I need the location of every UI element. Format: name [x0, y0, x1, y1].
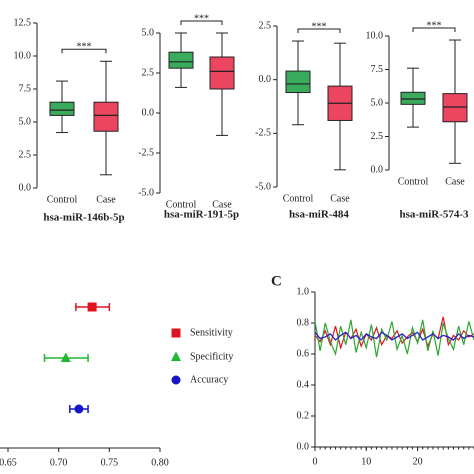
significance: *** — [427, 20, 442, 31]
legend-marker — [171, 351, 181, 361]
y-tick-label: -2.5 — [255, 128, 271, 139]
y-tick-label: -5.0 — [255, 181, 271, 192]
y-tick-label: 2.5 — [19, 149, 32, 160]
significance-bracket — [297, 28, 341, 34]
y-tick-label: 0.4 — [297, 379, 310, 390]
y-tick-label: 5.0 — [371, 97, 384, 108]
x-tick-label: Case — [212, 199, 232, 210]
y-tick-label: 2.5 — [259, 20, 272, 31]
x-tick-label: Control — [283, 193, 314, 204]
y-tick-label: 10.0 — [14, 50, 32, 61]
legend-marker — [171, 375, 181, 385]
box — [285, 70, 311, 94]
y-tick-label: -2.5 — [138, 147, 154, 158]
box — [93, 101, 119, 132]
y-tick-label: 10.0 — [366, 30, 384, 41]
box — [49, 101, 75, 116]
x-tick-label: 0.70 — [50, 457, 68, 468]
y-tick-label: -5.0 — [138, 187, 154, 198]
y-tick-label: 0.0 — [19, 182, 32, 193]
point — [74, 404, 84, 414]
point — [60, 352, 71, 362]
y-tick-label: 5.0 — [19, 116, 32, 127]
y-tick-label: 0.0 — [371, 164, 384, 175]
chart-title: hsa-miR-191-5p — [164, 209, 239, 221]
box — [168, 51, 194, 69]
y-tick-label: 5.0 — [142, 27, 155, 38]
line-series — [314, 331, 474, 341]
y-tick-label: 2.5 — [142, 67, 155, 78]
chart-title: hsa-miR-574-3 — [399, 209, 469, 221]
significance-bracket — [180, 20, 223, 25]
y-tick-label: 1.0 — [297, 286, 310, 297]
box — [442, 93, 468, 123]
point — [87, 302, 97, 312]
legend-label: Specificity — [190, 351, 233, 362]
legend-label: Sensitivity — [190, 327, 233, 338]
x-tick-label: Case — [330, 193, 350, 204]
x-tick-label: 0.65 — [0, 457, 17, 468]
x-tick-label: 0.80 — [151, 457, 169, 468]
x-tick-label: 20 — [413, 456, 423, 467]
x-tick-label: Case — [445, 176, 465, 187]
y-tick-label: 0.0 — [297, 441, 310, 452]
significance: *** — [312, 21, 327, 32]
x-tick-label: Control — [398, 176, 429, 187]
significance-bracket — [61, 48, 107, 54]
y-tick-label: 0.2 — [297, 410, 310, 421]
y-tick-label: 0.6 — [297, 348, 310, 359]
box — [209, 56, 235, 90]
box — [400, 91, 426, 105]
y-tick-label: 0.0 — [259, 74, 272, 85]
x-tick-label: 0 — [313, 456, 318, 467]
legend-label: Accuracy — [190, 374, 228, 385]
x-tick-label: Control — [166, 199, 197, 210]
x-tick-label: Case — [96, 194, 116, 205]
chart-title: hsa-miR-146b-5p — [43, 212, 124, 224]
y-tick-label: 7.5 — [19, 83, 32, 94]
x-tick-label: 0.75 — [101, 457, 119, 468]
x-tick-label: Control — [47, 194, 78, 205]
y-tick-label: 0.8 — [297, 317, 310, 328]
significance-bracket — [412, 27, 456, 33]
legend-marker — [171, 328, 181, 338]
line-series — [314, 319, 474, 358]
significance: *** — [77, 42, 92, 53]
y-tick-label: 7.5 — [371, 64, 384, 75]
chart-title: hsa-miR-484 — [289, 209, 349, 221]
y-tick-label: 12.5 — [14, 17, 32, 28]
y-tick-label: 0.0 — [142, 107, 155, 118]
panel-label: C — [271, 273, 282, 289]
y-tick-label: 2.5 — [371, 131, 384, 142]
significance: *** — [194, 13, 209, 24]
x-tick-label: 10 — [361, 456, 371, 467]
